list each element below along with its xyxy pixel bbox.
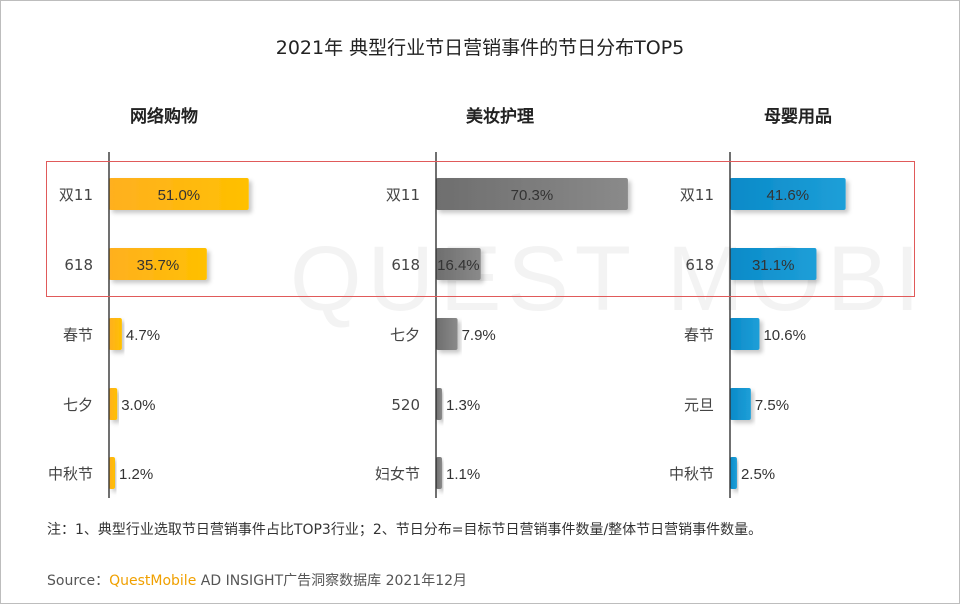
bar-beauty-care-2 — [436, 318, 458, 350]
value-label-maternal-baby-4: 2.5% — [741, 466, 775, 483]
value-label-beauty-care-3: 1.3% — [446, 397, 480, 414]
panel-title-online-shopping: 网络购物 — [130, 107, 198, 127]
value-label-online-shopping-1: 35.7% — [137, 257, 180, 274]
source-line: Source：QuestMobile AD INSIGHT广告洞察数据库 202… — [47, 570, 467, 590]
value-label-beauty-care-0: 70.3% — [511, 187, 554, 204]
bar-beauty-care-3 — [436, 388, 442, 420]
category-label-online-shopping-3: 七夕 — [63, 396, 93, 414]
value-label-maternal-baby-1: 31.1% — [752, 257, 795, 274]
category-label-online-shopping-2: 春节 — [63, 326, 93, 344]
category-label-beauty-care-4: 妇女节 — [375, 465, 420, 483]
value-label-online-shopping-0: 51.0% — [158, 187, 201, 204]
category-label-maternal-baby-0: 双11 — [680, 186, 714, 204]
bar-maternal-baby-4 — [730, 457, 737, 489]
source-prefix: Source： — [47, 573, 110, 589]
panel-title-beauty-care: 美妆护理 — [466, 107, 534, 127]
bar-online-shopping-0 — [109, 178, 249, 210]
bar-maternal-baby-3 — [730, 388, 751, 420]
bar-online-shopping-4 — [109, 457, 115, 489]
value-label-beauty-care-1: 16.4% — [437, 257, 480, 274]
value-label-maternal-baby-3: 7.5% — [755, 397, 789, 414]
bar-online-shopping-1 — [109, 248, 207, 280]
bar-maternal-baby-2 — [730, 318, 760, 350]
highlight-box — [46, 161, 915, 297]
footnote: 注：1、典型行业选取节日营销事件占比TOP3行业；2、节日分布=目标节日营销事件… — [47, 522, 763, 538]
source-suffix: AD INSIGHT广告洞察数据库 2021年12月 — [196, 573, 468, 589]
value-label-beauty-care-4: 1.1% — [446, 466, 480, 483]
category-label-maternal-baby-3: 元旦 — [684, 396, 714, 414]
category-label-online-shopping-4: 中秋节 — [48, 465, 93, 483]
category-label-beauty-care-1: 618 — [391, 256, 420, 274]
category-label-maternal-baby-1: 618 — [685, 256, 714, 274]
category-label-maternal-baby-4: 中秋节 — [669, 465, 714, 483]
bar-beauty-care-1 — [436, 248, 481, 280]
chart-title: 2021年 典型行业节日营销事件的节日分布TOP5 — [275, 37, 685, 59]
category-label-beauty-care-2: 七夕 — [390, 326, 420, 344]
value-label-maternal-baby-0: 41.6% — [767, 187, 810, 204]
category-label-online-shopping-0: 双11 — [59, 186, 93, 204]
bar-maternal-baby-0 — [730, 178, 846, 210]
value-label-online-shopping-2: 4.7% — [126, 327, 160, 344]
source-brand: QuestMobile — [109, 573, 197, 589]
category-label-beauty-care-3: 520 — [391, 396, 420, 414]
bar-maternal-baby-1 — [730, 248, 817, 280]
category-label-beauty-care-0: 双11 — [386, 186, 420, 204]
value-label-online-shopping-4: 1.2% — [119, 466, 153, 483]
category-label-maternal-baby-2: 春节 — [684, 326, 714, 344]
panel-title-maternal-baby: 母婴用品 — [764, 107, 832, 127]
category-label-online-shopping-1: 618 — [64, 256, 93, 274]
bar-online-shopping-2 — [109, 318, 122, 350]
value-label-maternal-baby-2: 10.6% — [763, 327, 806, 344]
value-label-online-shopping-3: 3.0% — [121, 397, 155, 414]
bar-beauty-care-0 — [436, 178, 628, 210]
bar-beauty-care-4 — [436, 457, 442, 489]
value-label-beauty-care-2: 7.9% — [462, 327, 496, 344]
bar-online-shopping-3 — [109, 388, 118, 420]
